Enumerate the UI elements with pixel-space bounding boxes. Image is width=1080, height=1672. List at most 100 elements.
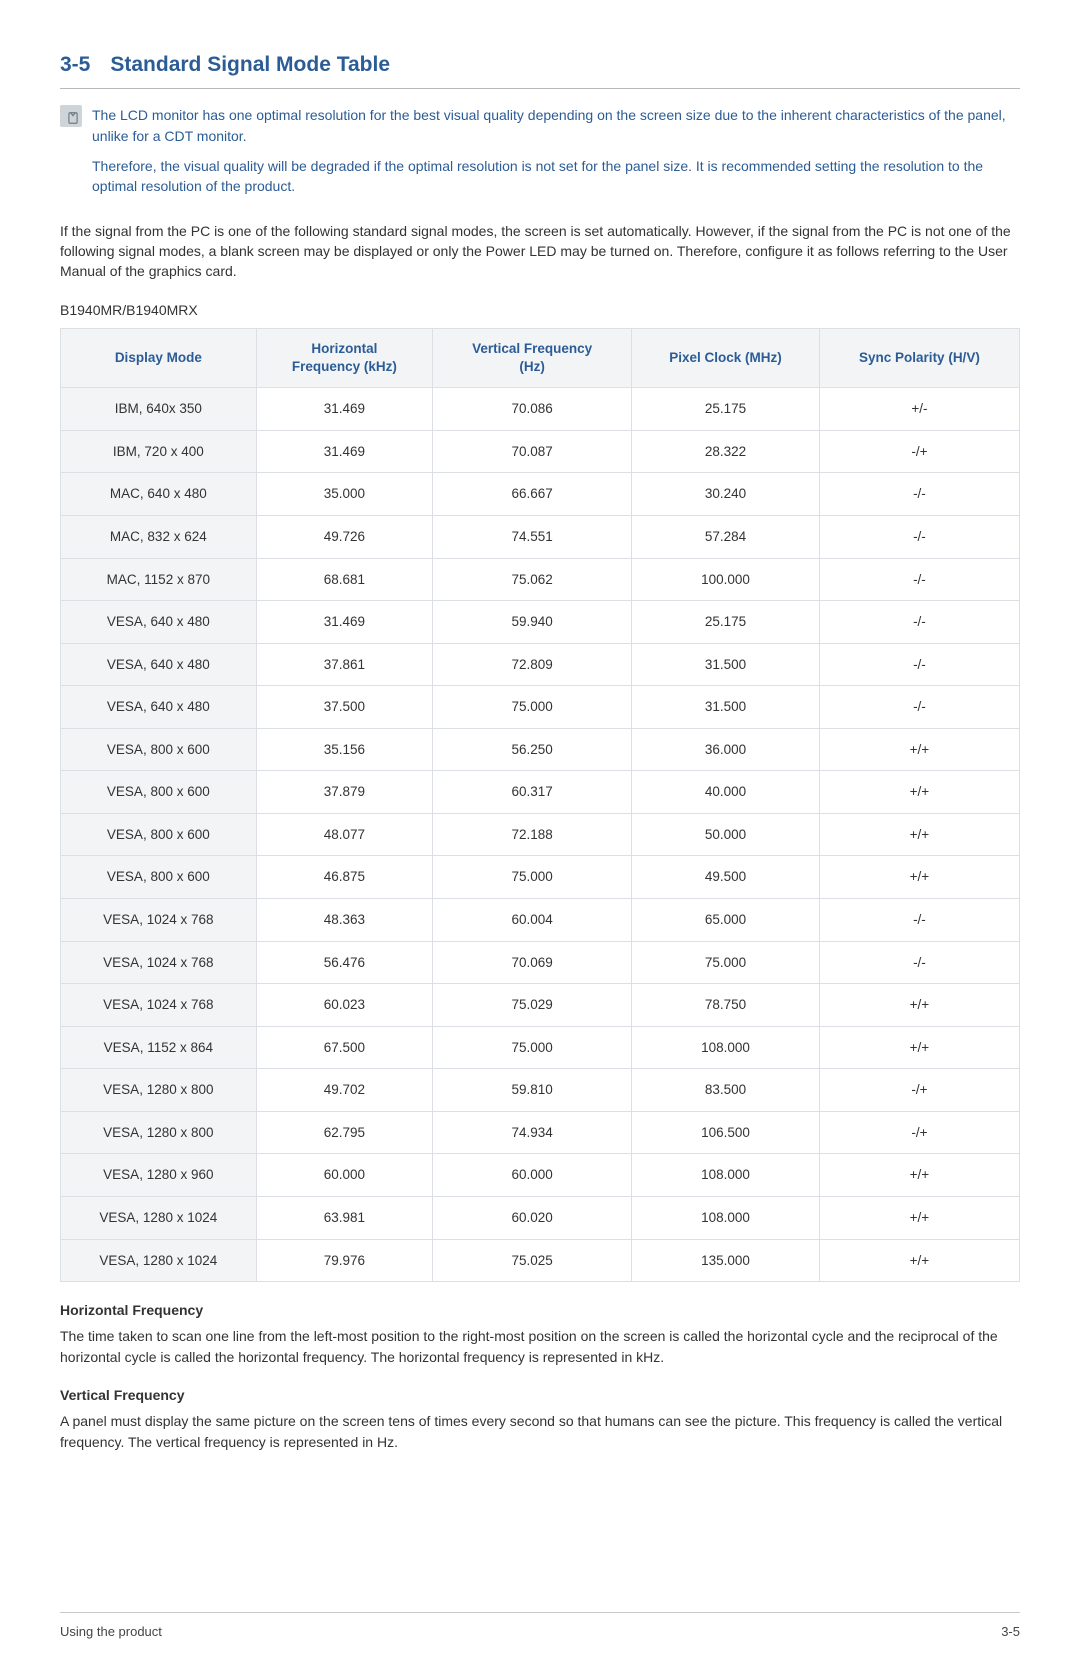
- table-cell: 60.020: [433, 1196, 632, 1239]
- table-cell: 65.000: [632, 899, 820, 942]
- table-cell: 72.188: [433, 813, 632, 856]
- table-cell: -/+: [819, 1069, 1019, 1112]
- table-cell: 48.077: [256, 813, 433, 856]
- table-row: VESA, 1024 x 76860.02375.02978.750+/+: [61, 984, 1020, 1027]
- table-cell: 70.069: [433, 941, 632, 984]
- table-header-cell: Sync Polarity (H/V): [819, 328, 1019, 387]
- table-cell: 35.156: [256, 728, 433, 771]
- table-cell: VESA, 640 x 480: [61, 601, 257, 644]
- vf-body: A panel must display the same picture on…: [60, 1411, 1020, 1452]
- table-cell: 49.726: [256, 515, 433, 558]
- table-cell: -/-: [819, 941, 1019, 984]
- table-cell: 62.795: [256, 1111, 433, 1154]
- table-cell: 49.500: [632, 856, 820, 899]
- table-cell: 108.000: [632, 1026, 820, 1069]
- table-cell: 75.025: [433, 1239, 632, 1282]
- table-cell: IBM, 640x 350: [61, 388, 257, 431]
- table-cell: VESA, 640 x 480: [61, 643, 257, 686]
- table-cell: 31.469: [256, 388, 433, 431]
- table-cell: 108.000: [632, 1196, 820, 1239]
- table-cell: VESA, 800 x 600: [61, 771, 257, 814]
- table-cell: VESA, 1280 x 800: [61, 1069, 257, 1112]
- hf-heading: Horizontal Frequency: [60, 1300, 1020, 1320]
- table-cell: 30.240: [632, 473, 820, 516]
- table-cell: VESA, 1024 x 768: [61, 899, 257, 942]
- table-cell: 28.322: [632, 430, 820, 473]
- table-row: VESA, 1280 x 102479.97675.025135.000+/+: [61, 1239, 1020, 1282]
- table-cell: 67.500: [256, 1026, 433, 1069]
- table-row: IBM, 720 x 40031.46970.08728.322-/+: [61, 430, 1020, 473]
- table-cell: 56.476: [256, 941, 433, 984]
- table-cell: -/+: [819, 430, 1019, 473]
- table-cell: 46.875: [256, 856, 433, 899]
- table-cell: +/+: [819, 1154, 1019, 1197]
- table-row: VESA, 1280 x 102463.98160.020108.000+/+: [61, 1196, 1020, 1239]
- table-cell: MAC, 1152 x 870: [61, 558, 257, 601]
- table-row: VESA, 1280 x 80049.70259.81083.500-/+: [61, 1069, 1020, 1112]
- table-cell: 63.981: [256, 1196, 433, 1239]
- table-row: MAC, 1152 x 87068.68175.062100.000-/-: [61, 558, 1020, 601]
- footer-left: Using the product: [60, 1623, 162, 1642]
- table-cell: +/+: [819, 984, 1019, 1027]
- table-header-cell: Display Mode: [61, 328, 257, 387]
- footer-right: 3-5: [1001, 1623, 1020, 1642]
- table-cell: +/+: [819, 1239, 1019, 1282]
- table-cell: 31.469: [256, 430, 433, 473]
- note-paragraph-1: The LCD monitor has one optimal resoluti…: [92, 105, 1020, 146]
- table-row: VESA, 1280 x 80062.79574.934106.500-/+: [61, 1111, 1020, 1154]
- table-row: VESA, 640 x 48031.46959.94025.175-/-: [61, 601, 1020, 644]
- table-cell: 75.029: [433, 984, 632, 1027]
- table-cell: VESA, 1024 x 768: [61, 984, 257, 1027]
- table-cell: 59.940: [433, 601, 632, 644]
- table-cell: 68.681: [256, 558, 433, 601]
- table-cell: 75.062: [433, 558, 632, 601]
- intro-paragraph: If the signal from the PC is one of the …: [60, 221, 1020, 282]
- table-cell: -/-: [819, 899, 1019, 942]
- table-row: IBM, 640x 35031.46970.08625.175+/-: [61, 388, 1020, 431]
- table-cell: 60.000: [256, 1154, 433, 1197]
- table-cell: -/-: [819, 686, 1019, 729]
- table-cell: 60.023: [256, 984, 433, 1027]
- table-cell: VESA, 1280 x 960: [61, 1154, 257, 1197]
- table-row: MAC, 832 x 62449.72674.55157.284-/-: [61, 515, 1020, 558]
- table-cell: -/-: [819, 558, 1019, 601]
- model-label: B1940MR/B1940MRX: [60, 300, 1020, 320]
- table-cell: 70.087: [433, 430, 632, 473]
- table-cell: 40.000: [632, 771, 820, 814]
- section-heading: 3-5Standard Signal Mode Table: [60, 50, 1020, 89]
- table-cell: 49.702: [256, 1069, 433, 1112]
- table-cell: VESA, 640 x 480: [61, 686, 257, 729]
- table-cell: +/+: [819, 1026, 1019, 1069]
- table-cell: 37.861: [256, 643, 433, 686]
- table-cell: 48.363: [256, 899, 433, 942]
- table-cell: 108.000: [632, 1154, 820, 1197]
- table-cell: 83.500: [632, 1069, 820, 1112]
- table-cell: 31.500: [632, 643, 820, 686]
- table-row: VESA, 1024 x 76856.47670.06975.000-/-: [61, 941, 1020, 984]
- table-cell: 60.004: [433, 899, 632, 942]
- table-header-row: Display ModeHorizontalFrequency (kHz)Ver…: [61, 328, 1020, 387]
- table-cell: -/-: [819, 473, 1019, 516]
- table-cell: +/+: [819, 813, 1019, 856]
- table-cell: VESA, 800 x 600: [61, 813, 257, 856]
- table-cell: 74.551: [433, 515, 632, 558]
- table-cell: 66.667: [433, 473, 632, 516]
- table-cell: 75.000: [433, 856, 632, 899]
- table-cell: VESA, 800 x 600: [61, 728, 257, 771]
- table-cell: -/-: [819, 643, 1019, 686]
- table-cell: 135.000: [632, 1239, 820, 1282]
- table-cell: 25.175: [632, 601, 820, 644]
- table-cell: 31.469: [256, 601, 433, 644]
- table-header-cell: HorizontalFrequency (kHz): [256, 328, 433, 387]
- table-cell: 36.000: [632, 728, 820, 771]
- page-footer: Using the product 3-5: [60, 1612, 1020, 1642]
- table-cell: +/+: [819, 1196, 1019, 1239]
- table-row: VESA, 1280 x 96060.00060.000108.000+/+: [61, 1154, 1020, 1197]
- table-cell: VESA, 1280 x 800: [61, 1111, 257, 1154]
- table-cell: +/+: [819, 771, 1019, 814]
- table-row: VESA, 800 x 60048.07772.18850.000+/+: [61, 813, 1020, 856]
- table-row: VESA, 640 x 48037.50075.00031.500-/-: [61, 686, 1020, 729]
- table-cell: 50.000: [632, 813, 820, 856]
- note-paragraph-2: Therefore, the visual quality will be de…: [92, 156, 1020, 197]
- table-cell: 70.086: [433, 388, 632, 431]
